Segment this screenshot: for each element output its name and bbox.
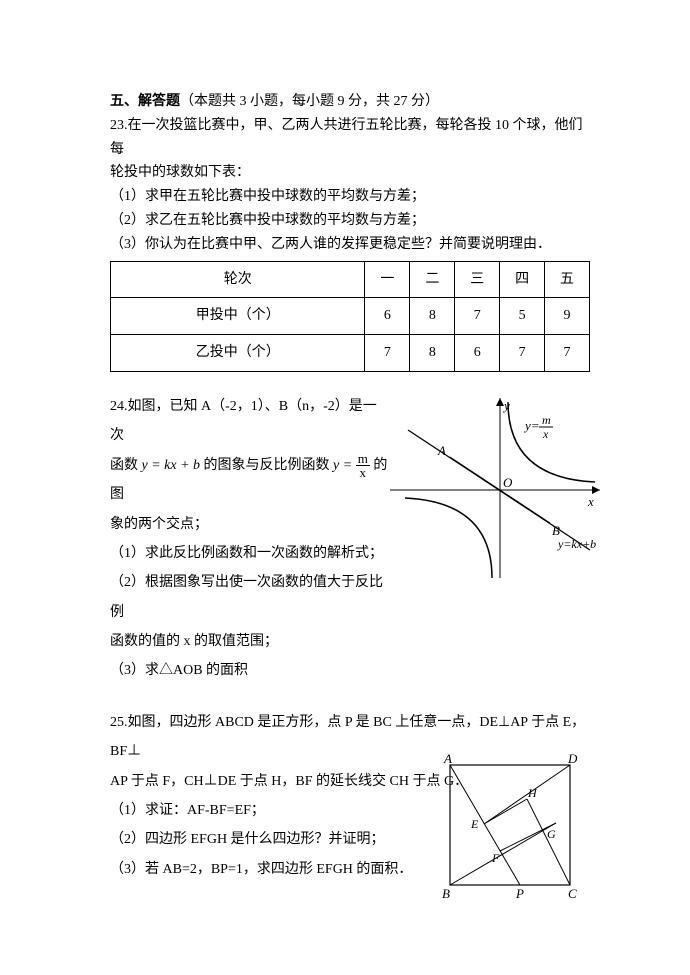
section-note: （本题共 3 小题，每小题 9 分，共 27 分） (180, 94, 439, 109)
td: 7 (365, 335, 410, 372)
axis-x-label: x (587, 494, 594, 509)
q24-l3: 象的两个交点； (110, 510, 390, 539)
pt-d: D (567, 751, 578, 766)
q24-p1: （1）求此反比例函数和一次函数的解析式； (110, 539, 390, 568)
q24-eq2-lhs: y = (333, 458, 352, 473)
td: 9 (545, 298, 590, 335)
q23-num: 23. (110, 118, 128, 133)
th: 三 (455, 261, 500, 298)
pt-a: A (443, 751, 452, 766)
q24-text: 24.如图，已知 A（-2，1）、B（n，-2）是一次 函数 y = kx + … (110, 392, 390, 686)
q23-p2: （2）求乙在五轮比赛中投中球数的平均数与方差； (110, 209, 590, 233)
q24-p3: （3）求△AOB 的面积 (110, 656, 390, 685)
question-25: 25.如图，四边形 ABCD 是正方形，点 P 是 BC 上任意一点，DE⊥AP… (110, 708, 590, 884)
td: 8 (410, 298, 455, 335)
q24-l2: 函数 y = kx + b 的图象与反比例函数 y = mx 的图 (110, 451, 390, 510)
q23-l1: 在一次投篮比赛中，甲、乙两人共进行五轮比赛，每轮各投 10 个球，他们每 (110, 118, 583, 157)
td: 乙投中（个） (111, 335, 365, 372)
point-b: B (552, 523, 560, 538)
point-a: A (437, 443, 446, 458)
pt-f: F (491, 851, 500, 865)
pt-b: B (442, 886, 450, 901)
q24-figure: y x O A B y= m x y=kx+b (390, 390, 610, 590)
question-24: 24.如图，已知 A（-2，1）、B（n，-2）是一次 函数 y = kx + … (110, 392, 590, 686)
q24-p2b: 函数的值的 x 的取值范围； (110, 627, 390, 656)
curve-label: y= (523, 418, 540, 433)
pt-p: P (515, 886, 524, 901)
q24-frac: mx (356, 452, 370, 479)
curve-num: m (542, 413, 551, 427)
q24-eq1: y = kx + b (142, 458, 201, 473)
q23-table: 轮次 一 二 三 四 五 甲投中（个） 6 8 7 5 9 乙投中（个） 7 8… (110, 261, 590, 372)
table-row: 甲投中（个） 6 8 7 5 9 (111, 298, 590, 335)
origin-label: O (503, 475, 513, 490)
q25-num: 25. (110, 715, 128, 730)
th: 四 (500, 261, 545, 298)
th: 轮次 (111, 261, 365, 298)
pt-e: E (470, 817, 479, 831)
q23-intro: 23.在一次投篮比赛中，甲、乙两人共进行五轮比赛，每轮各投 10 个球，他们每 (110, 114, 590, 162)
q25-figure: A D B C P E F G H (430, 750, 590, 910)
q24-l1: 24.如图，已知 A（-2，1）、B（n，-2）是一次 (110, 392, 390, 451)
q23-intro2: 轮投中的球数如下表： (110, 161, 590, 185)
frac-num: m (356, 452, 370, 466)
td: 5 (500, 298, 545, 335)
th: 一 (365, 261, 410, 298)
pt-g: G (547, 827, 556, 841)
section-title: 五、解答题 (110, 94, 180, 109)
q24-l2b: 的图象与反比例函数 (200, 458, 333, 473)
page: 五、解答题（本题共 3 小题，每小题 9 分，共 27 分） 23.在一次投篮比… (0, 0, 690, 975)
frac-den: x (356, 466, 370, 479)
td: 8 (410, 335, 455, 372)
curve-den: x (542, 427, 549, 441)
table-row: 乙投中（个） 7 8 6 7 7 (111, 335, 590, 372)
td: 7 (455, 298, 500, 335)
q24-l2a: 函数 (110, 458, 142, 473)
td: 7 (500, 335, 545, 372)
q24-p2a: （2）根据图象写出使一次函数的值大于反比例 (110, 568, 390, 627)
th: 五 (545, 261, 590, 298)
td: 7 (545, 335, 590, 372)
q23-p1: （1）求甲在五轮比赛中投中球数的平均数与方差； (110, 185, 590, 209)
td: 6 (365, 298, 410, 335)
td: 6 (455, 335, 500, 372)
td: 甲投中（个） (111, 298, 365, 335)
section-header: 五、解答题（本题共 3 小题，每小题 9 分，共 27 分） (110, 90, 590, 114)
th: 二 (410, 261, 455, 298)
pt-h: H (527, 786, 538, 800)
q24-l1-text: 如图，已知 A（-2，1）、B（n，-2）是一次 (110, 399, 377, 443)
line-label: y=kx+b (557, 537, 596, 551)
table-row: 轮次 一 二 三 四 五 (111, 261, 590, 298)
q23-p3: （3）你认为在比赛中甲、乙两人谁的发挥更稳定些？并简要说明理由． (110, 233, 590, 257)
axis-y-label: y (502, 398, 510, 413)
spacer (110, 686, 590, 708)
q24-num: 24. (110, 399, 128, 414)
question-23: 23.在一次投篮比赛中，甲、乙两人共进行五轮比赛，每轮各投 10 个球，他们每 … (110, 114, 590, 372)
pt-c: C (568, 886, 577, 901)
